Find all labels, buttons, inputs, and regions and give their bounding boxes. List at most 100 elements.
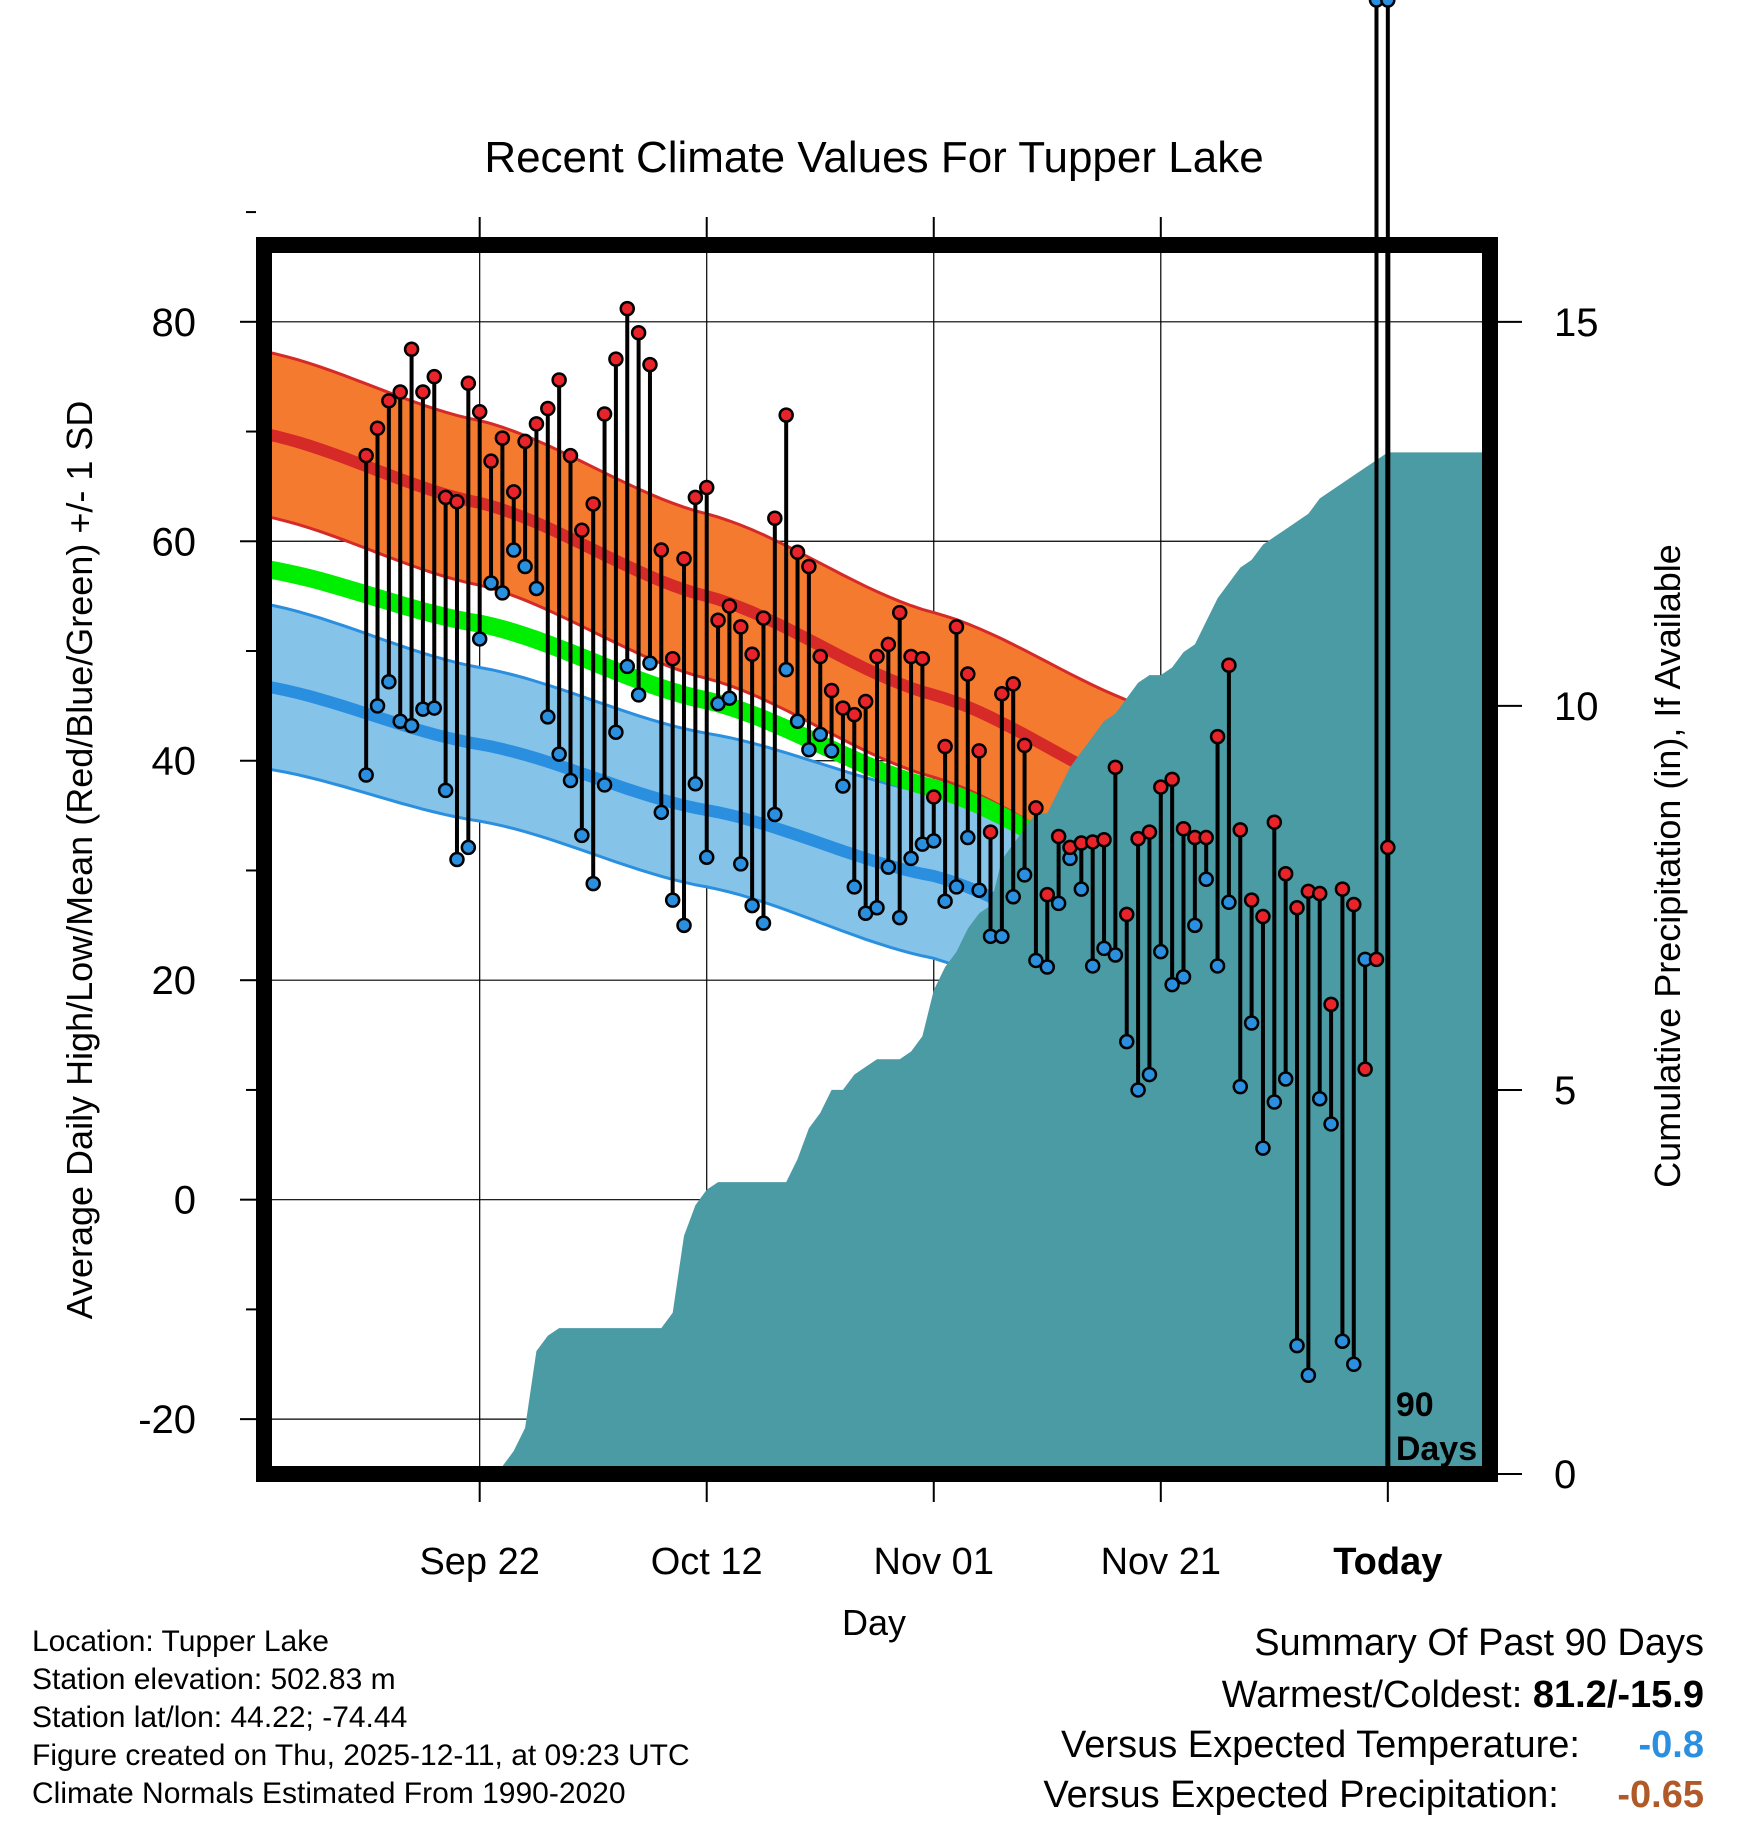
high-point [483,453,499,469]
low-point [1039,959,1056,975]
low-point [994,928,1010,945]
high-point [449,494,465,510]
summary-temp-value: -0.8 [1638,1724,1704,1766]
high-point [971,743,987,759]
high-point [710,612,726,629]
low-point [426,700,443,716]
high-point [857,693,874,710]
today-marker-label: 90 [1396,1386,1434,1424]
low-point [1289,1337,1305,1354]
y-tick-label-left: 0 [174,1179,196,1223]
meta-latlon: Station lat/lon: 44.22; -74.44 [32,1701,408,1734]
summary-extremes-value: 81.2/-15.9 [1532,1674,1704,1716]
y-tick-label-right: 5 [1554,1069,1576,1113]
meta-normals: Climate Normals Estimated From 1990-2020 [32,1777,626,1810]
low-point [823,743,840,759]
high-point [392,384,408,400]
high-point [551,372,567,388]
axis-ticks: 80 60 40 20 0 -20 15 10 5 0 Sep 22 Oct 12 Nov 01 Nov … [138,211,1599,1583]
low-point [926,833,942,849]
low-point [1380,0,1396,8]
high-point [358,447,374,464]
low-point [744,897,760,914]
high-point [1175,821,1192,837]
high-point [1141,824,1158,840]
high-point [755,610,772,626]
low-point [1164,976,1180,993]
high-point [733,619,749,635]
high-point [619,300,636,317]
low-point [483,575,499,591]
high-point [1198,829,1214,846]
high-point [1232,822,1249,838]
high-point [471,404,488,420]
plot-frame [256,237,1498,1482]
x-tick-label: Oct 12 [651,1541,763,1583]
low-point [1300,1367,1317,1383]
high-point [1130,830,1146,847]
high-point [381,393,397,409]
high-point [1255,908,1271,925]
high-point [1311,885,1328,902]
high-point [891,604,908,621]
high-point [880,636,897,653]
high-point [1346,896,1362,913]
high-point [630,325,647,341]
low-point [619,658,636,675]
low-point [687,776,704,792]
high-point [744,646,760,663]
high-point [642,356,658,373]
daily-points [358,0,1396,1383]
high-point [687,489,704,506]
x-tick-label: Today [1333,1541,1442,1583]
high-point [1289,900,1305,916]
y-tick-label-left: 80 [152,301,197,345]
daily-range-sticks [364,0,1390,1376]
low-point [1311,1090,1328,1107]
high-point [823,682,840,699]
high-point [1153,779,1169,795]
low-point [1187,917,1203,934]
low-point [358,767,374,783]
high-point [1005,676,1021,692]
summary-prcp-value: -0.65 [1617,1774,1704,1816]
chart-title: Recent Climate Values For Tupper Lake [484,133,1263,182]
high-point [562,447,579,464]
low-point [1346,1356,1362,1373]
high-point [1243,892,1260,908]
x-axis-label: Day [842,1602,906,1643]
high-point [994,686,1010,702]
low-point [676,917,692,934]
today-marker-label: Days [1396,1430,1477,1468]
high-point [494,430,511,446]
low-point [1198,871,1214,888]
high-point [1016,737,1033,754]
high-point [767,510,783,526]
low-point [1107,947,1124,963]
low-point [1153,943,1169,960]
low-point [812,726,828,743]
low-point [449,851,465,868]
low-point [1118,1033,1135,1050]
low-point [1221,894,1237,911]
axis-labels: Day Average Daily High/Low/Mean (Red/Blu… [59,401,1688,1643]
y-axis-label-left: Average Daily High/Low/Mean (Red/Blue/Gr… [59,401,100,1320]
high-point [1368,951,1385,968]
precip-area [366,452,1490,1474]
high-point [608,351,624,367]
high-point [460,375,477,392]
low-point [971,882,987,898]
low-point [369,698,386,714]
y-tick-label-right: 0 [1554,1453,1576,1497]
high-point [914,650,931,667]
high-point [528,416,545,432]
high-point [1028,800,1044,816]
summary-extremes-label: Warmest/Coldest: [1221,1674,1523,1716]
high-point [517,433,533,450]
y-tick-label-left: -20 [138,1398,196,1442]
low-point [585,875,601,892]
summary-temp-label: Versus Expected Temperature: [1061,1724,1580,1766]
high-point [505,484,522,500]
low-point [1243,1015,1260,1031]
